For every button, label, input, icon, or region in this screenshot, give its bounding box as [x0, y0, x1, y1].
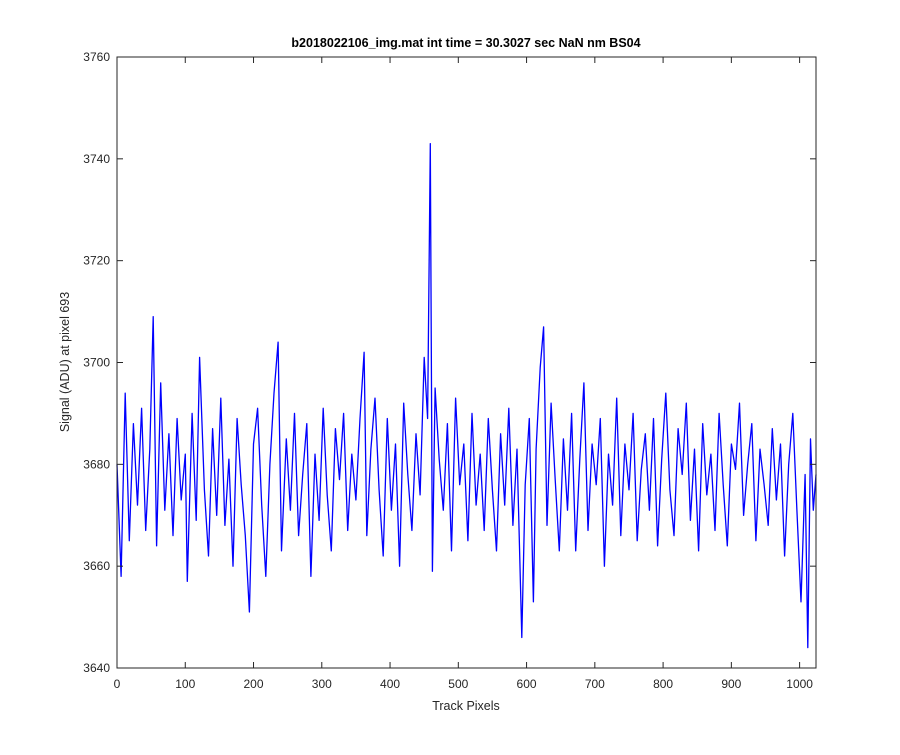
x-tick-label: 1000 [786, 677, 813, 691]
x-tick-label: 700 [585, 677, 605, 691]
y-tick-label: 3720 [83, 254, 110, 268]
x-tick-label: 900 [721, 677, 741, 691]
axes-box [116, 56, 817, 669]
x-tick-label: 0 [114, 677, 121, 691]
x-tick-label: 500 [448, 677, 468, 691]
x-tick-label: 200 [244, 677, 264, 691]
y-tick-label: 3660 [83, 559, 110, 573]
series-line-0 [116, 142, 817, 649]
y-tick-label: 3680 [83, 457, 110, 471]
x-tick-label: 300 [312, 677, 332, 691]
plot-area: 0 100 200 300 400 500 600 700 800 900 1000 3640 3660… [83, 50, 817, 691]
y-tick-label: 3640 [83, 661, 110, 675]
x-tick-label: 400 [380, 677, 400, 691]
y-tick-label: 3760 [83, 50, 110, 64]
x-axis-label: Track Pixels [432, 699, 500, 713]
y-tick-label: 3700 [83, 356, 110, 370]
y-axis-label: Signal (ADU) at pixel 693 [58, 292, 72, 432]
chart-title: b2018022106_img.mat int time = 30.3027 s… [291, 36, 640, 50]
x-tick-label: 100 [175, 677, 195, 691]
x-tick-label: 600 [517, 677, 537, 691]
y-tick-label: 3740 [83, 152, 110, 166]
x-tick-label: 800 [653, 677, 673, 691]
